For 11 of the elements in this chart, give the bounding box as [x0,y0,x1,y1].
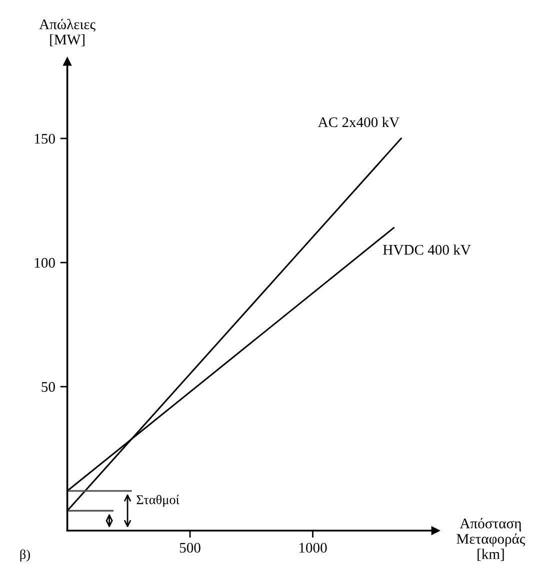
x-tick-label: 1000 [299,542,327,553]
annotation: Σταθμοί [136,494,180,507]
y-tick-label: 100 [34,258,55,268]
y-axis-title: Απώλειες [MW] [39,18,96,46]
x-tick-label: 500 [180,542,200,553]
x-axis-title: Απόσταση Μεταφοράς [km] [456,518,526,561]
text: β) [20,549,30,562]
y-tick-label: 150 [34,134,55,144]
series-label: AC 2x400 kV [318,116,400,128]
y-tick-label: 50 [42,382,55,392]
series-label: HVDC 400 kV [383,244,471,255]
